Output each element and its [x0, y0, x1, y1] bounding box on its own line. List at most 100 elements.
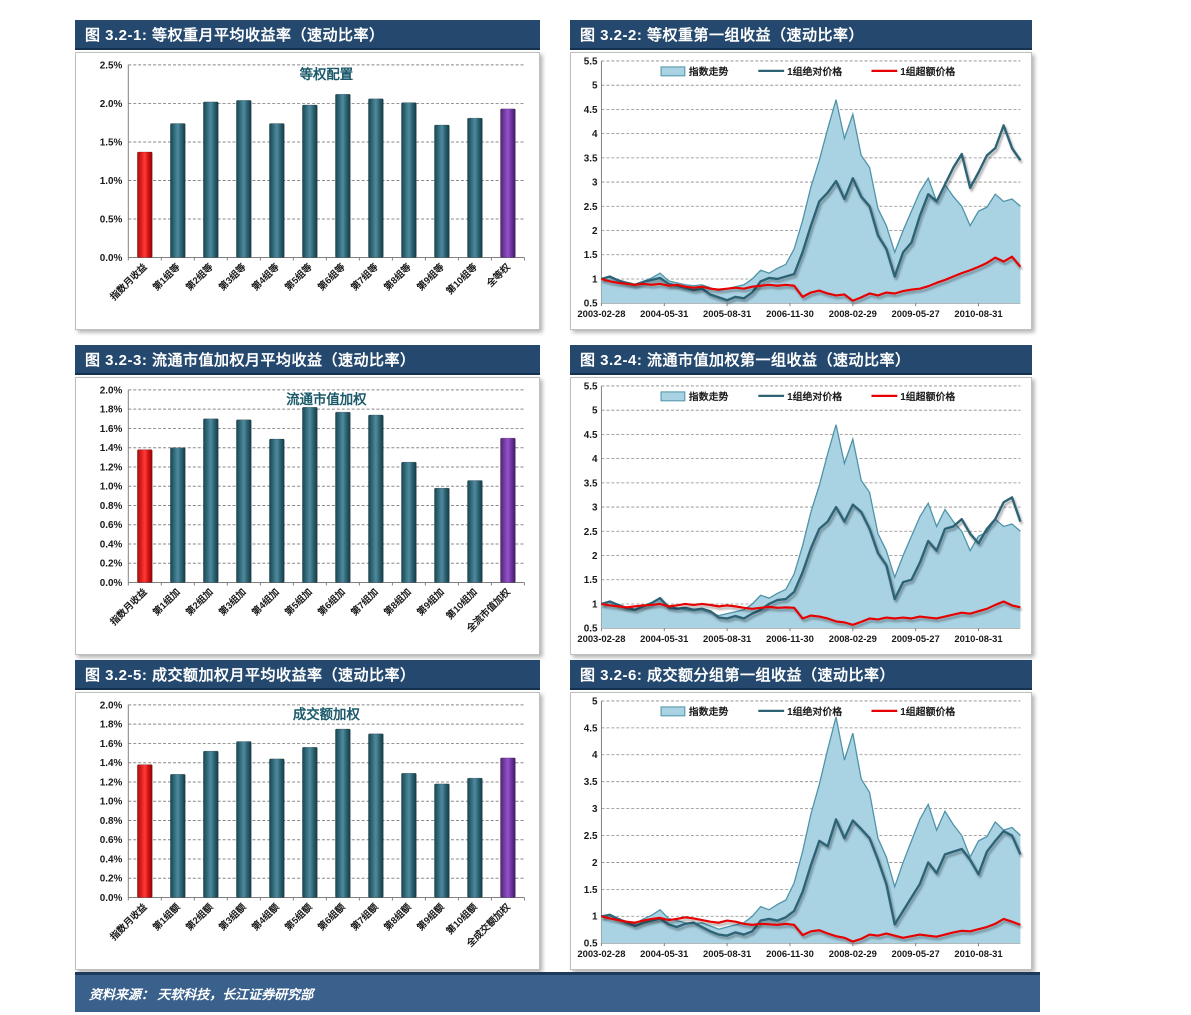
y-tick-label: 5: [592, 696, 598, 707]
y-tick-label: 1.5: [584, 575, 598, 586]
series-1组超额价格: [601, 915, 1021, 943]
x-tick-label: 全等权: [484, 261, 513, 290]
legend-label-absolute: 1组绝对价格: [787, 705, 843, 718]
y-tick-label: 1.5: [584, 250, 598, 261]
y-tick-label: 5.5: [584, 381, 598, 392]
y-tick-label: 1.0%: [100, 482, 123, 493]
series-1组超额价格: [601, 600, 1021, 626]
x-tick-label: 第2组加: [183, 586, 214, 617]
series-index-area: [601, 424, 1021, 629]
legend-label-index: 指数走势: [689, 65, 729, 78]
legend-label-absolute: 1组绝对价格: [787, 65, 843, 78]
y-tick-label: 4.5: [584, 430, 598, 441]
figure-4-title-bar: 图 3.2-4: 流通市值加权第一组收益（速动比率）: [570, 345, 1032, 375]
bar-chart-equal-weight-box: 0.0% 0.5% 1.0% 1.5% 2.0% 2.5% 等权配置指数月收益 第1组等 第2组…: [75, 52, 540, 330]
gridlines: [128, 389, 525, 584]
y-tick-label: 2.5: [584, 202, 598, 213]
y-tick-label: 2.0%: [100, 700, 123, 711]
x-tick-label: 2005-08-31: [703, 948, 751, 959]
x-tick-label: 2005-08-31: [703, 308, 751, 319]
y-tick-label: 4.5: [584, 723, 598, 734]
bar-第1组额: [170, 774, 186, 898]
legend-label-excess: 1组超额价格: [900, 65, 956, 78]
x-tick-label: 第4组等: [249, 261, 281, 293]
legend-label-index: 指数走势: [689, 705, 729, 718]
bar-series: [137, 93, 516, 258]
x-tick-label: 第6组额: [315, 901, 347, 933]
line-chart-turnover-group1-box: 0.5 1 1.5 2 2.5 3 3.5 4 4.5 5 2003-02-28 2004-05-31…: [570, 692, 1032, 970]
series-1组绝对价格: [601, 818, 1022, 937]
bar-第4组等: [269, 123, 285, 258]
bar-第6组额: [335, 728, 351, 898]
source-note-bar: 资料来源： 天软科技，长江证券研究部: [75, 972, 1040, 1012]
bar-chart-float-cap-weight-box: 0.0% 0.2% 0.4% 0.6% 0.8% 1.0% 1.2% 1.4% 1.6% 1.8%…: [75, 377, 540, 655]
y-tick-label: 0.2%: [100, 874, 123, 885]
y-axis-labels: 0.0% 0.5% 1.0% 1.5% 2.0% 2.5%: [100, 60, 123, 264]
chart-inner-title: 等权配置: [300, 66, 354, 82]
y-tick-label: 0.8%: [100, 501, 123, 512]
y-tick-label: 0.2%: [100, 559, 123, 570]
y-tick-label: 2.0%: [100, 99, 123, 110]
bar-第8组加: [401, 461, 417, 583]
y-tick-label: 1.0%: [100, 797, 123, 808]
y-tick-label: 0.4%: [100, 854, 123, 865]
y-tick-label: 0.5: [584, 299, 598, 310]
y-tick-label: 2: [592, 551, 598, 562]
bar-第1组加: [170, 447, 186, 583]
figure-panel-3: 图 3.2-3: 流通市值加权月平均收益（速动比率） 0.0% 0.2% 0.4% 0…: [75, 345, 540, 655]
legend-swatch-index: [660, 391, 686, 402]
figure-2-heading: 图 3.2-2: 等权重第一组收益（速动比率）: [580, 26, 865, 44]
bar-第10组等: [467, 117, 483, 258]
x-tick-label: 2009-05-27: [892, 308, 940, 319]
bar-第10组加: [467, 480, 483, 583]
chart-inner-title: 流通市值加权: [286, 391, 367, 407]
figure-panel-6: 图 3.2-6: 成交额分组第一组收益（速动比率） 0.5 1 1.5 2 2.5 3 3.…: [570, 660, 1032, 970]
x-tick-label: 第10组等: [444, 261, 480, 297]
bar-第4组额: [269, 758, 285, 898]
y-tick-label: 3: [592, 503, 598, 514]
y-tick-label: 2.5: [584, 527, 598, 538]
bar-第9组加: [434, 487, 450, 583]
x-tick-label: 第7组额: [348, 901, 380, 933]
figure-5-heading: 图 3.2-5: 成交额加权月平均收益率（速动比率）: [85, 666, 416, 684]
bar-第8组额: [401, 773, 417, 898]
figure-4-heading: 图 3.2-4: 流通市值加权第一组收益（速动比率）: [580, 351, 911, 369]
line-chart-equal-weight-group1: 0.5 1 1.5 2 2.5 3 3.5 4 4.5 5 5.5 2003-02-28 2004-05…: [577, 56, 1022, 319]
y-tick-label: 1.0%: [100, 176, 123, 187]
y-tick-label: 0.4%: [100, 539, 123, 550]
y-tick-label: 1.6%: [100, 424, 123, 435]
x-tick-label: 2010-08-31: [954, 948, 1002, 959]
bar-第6组等: [335, 93, 351, 258]
y-tick-label: 5: [592, 406, 598, 417]
bar-chart-float-cap-weight: 0.0% 0.2% 0.4% 0.6% 0.8% 1.0% 1.2% 1.4% 1.6% 1.8%…: [100, 385, 525, 635]
x-axis-labels: 指数月收益 第1组额 第2组额 第3组额 第4组额 第5组额 第6组额 第7组额 第8组额 第9组…: [108, 901, 513, 950]
figure-1-title-bar: 图 3.2-1: 等权重月平均收益率（速动比率）: [75, 20, 540, 50]
bar-series: [137, 728, 516, 898]
bar-指数月收益: [137, 449, 153, 583]
series-index-area: [601, 99, 1021, 304]
x-axis-labels: 指数月收益 第1组等 第2组等 第3组等 第4组等 第5组等 第6组等 第7组等 第8组等 第9组…: [108, 261, 513, 302]
x-tick-label: 第7组加: [348, 586, 379, 617]
bar-第3组等: [236, 100, 252, 258]
x-tick-label: 第4组加: [249, 586, 280, 617]
bar-第1组等: [170, 123, 186, 258]
x-tick-label: 第4组额: [249, 901, 281, 933]
figure-2-title-bar: 图 3.2-2: 等权重第一组收益（速动比率）: [570, 20, 1032, 50]
y-tick-label: 1.2%: [100, 777, 123, 788]
bar-指数月收益: [137, 764, 153, 898]
x-tick-label: 第5组额: [282, 901, 314, 933]
y-tick-label: 1.5: [584, 885, 598, 896]
x-tick-label: 第7组等: [348, 261, 380, 293]
y-tick-label: 3.5: [584, 153, 598, 164]
bar-第5组额: [302, 747, 318, 898]
y-tick-label: 1.8%: [100, 405, 123, 416]
y-tick-label: 0.5: [584, 624, 598, 635]
bar-第6组加: [335, 411, 351, 583]
bar-第10组额: [467, 777, 483, 898]
x-tick-label: 2009-05-27: [892, 948, 940, 959]
x-tick-label: 第6组加: [315, 586, 346, 617]
y-tick-label: 0.0%: [100, 578, 123, 589]
x-tick-label: 指数月收益: [108, 261, 149, 302]
bar-全等权: [500, 108, 516, 258]
